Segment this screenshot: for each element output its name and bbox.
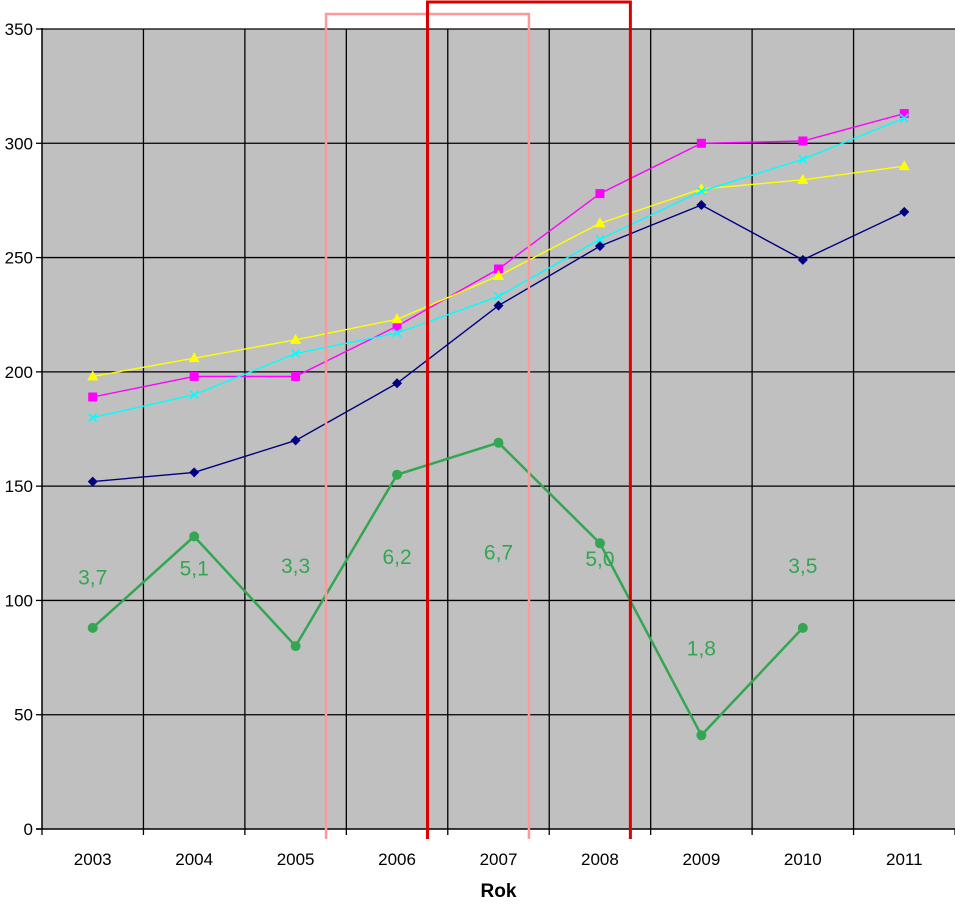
- highlight-box: [425, 0, 632, 839]
- data-label: 5,1: [180, 557, 209, 580]
- data-point: [595, 234, 605, 244]
- data-point: [493, 437, 504, 448]
- x-tick-label: 2010: [784, 850, 822, 869]
- y-tick-label: 50: [14, 706, 33, 725]
- highlight-boxes: [324, 0, 632, 839]
- x-tick-label: 2003: [74, 850, 112, 869]
- data-point: [797, 622, 808, 633]
- series-2: [88, 109, 909, 402]
- data-point: [696, 186, 706, 196]
- data-point: [189, 371, 199, 381]
- data-label: 3,7: [78, 566, 107, 589]
- data-point: [696, 138, 706, 148]
- y-tick-label: 250: [5, 249, 33, 268]
- data-point: [391, 313, 403, 324]
- data-point: [696, 730, 707, 741]
- data-point: [594, 538, 605, 549]
- data-point: [290, 641, 301, 652]
- data-label: 5,0: [585, 548, 614, 571]
- data-point: [493, 300, 504, 311]
- data-label: 6,7: [484, 541, 513, 564]
- data-point: [899, 113, 909, 123]
- data-point: [189, 390, 199, 400]
- data-point: [899, 109, 909, 119]
- axes: [36, 28, 955, 830]
- data-point: [392, 328, 402, 338]
- data-point: [189, 467, 200, 478]
- data-point: [594, 241, 605, 252]
- x-axis-title: Rok: [481, 881, 517, 902]
- data-point: [493, 269, 504, 280]
- x-tick-label: 2007: [480, 850, 518, 869]
- series-3: [87, 160, 910, 381]
- series-line: [91, 441, 804, 738]
- data-point: [188, 352, 200, 363]
- data-point: [595, 189, 605, 199]
- y-tick-label: 100: [5, 591, 33, 610]
- data-label: 3,5: [788, 555, 817, 578]
- data-point: [87, 370, 99, 381]
- data-point: [392, 469, 403, 480]
- data-label: 3,3: [281, 555, 310, 578]
- data-point: [696, 200, 707, 210]
- data-point: [290, 435, 301, 446]
- data-point: [392, 378, 403, 389]
- y-tick-label: 0: [24, 820, 33, 839]
- x-tick-label: 2004: [175, 850, 213, 869]
- x-tick-labels: 2003 2004 2005 2006 2007 2008 2009 2010 2011: [41, 829, 955, 869]
- data-point: [798, 154, 808, 164]
- data-point: [291, 349, 301, 359]
- x-tick-label: 2006: [378, 850, 416, 869]
- data-point: [392, 321, 402, 331]
- data-point: [87, 476, 98, 487]
- y-tick-label: 150: [5, 477, 33, 496]
- data-point: [290, 333, 302, 344]
- data-point: [797, 254, 808, 265]
- data-point: [594, 217, 606, 228]
- plot-area: [42, 29, 955, 829]
- data-point: [898, 160, 910, 171]
- data-label: 1,8: [687, 637, 716, 660]
- x-tick-label: 2009: [682, 850, 720, 869]
- data-label: 6,2: [382, 546, 411, 569]
- y-tick-label: 350: [5, 20, 33, 39]
- series-1: [87, 200, 910, 487]
- data-point: [87, 622, 98, 633]
- data-point: [291, 371, 301, 381]
- x-tick-label: 2011: [886, 850, 923, 869]
- data-point: [899, 206, 910, 217]
- series-group: [87, 109, 910, 741]
- y-tick-label: 300: [5, 134, 33, 153]
- data-point: [493, 291, 504, 301]
- y-tick-label: 200: [5, 363, 33, 382]
- x-tick-label: 2008: [581, 850, 619, 869]
- data-point: [88, 392, 98, 402]
- y-tick-labels: 0 50 100 150 200 250 300 350: [5, 20, 42, 839]
- series-5: [87, 437, 808, 741]
- data-point: [798, 136, 808, 146]
- data-point: [494, 264, 503, 274]
- data-point: [88, 413, 98, 423]
- x-tick-label: 2005: [277, 850, 315, 869]
- series-4: [88, 113, 909, 423]
- data-point: [189, 531, 200, 542]
- data-labels: 3,7 5,1 3,3 6,2 6,7 5,0 1,8 3,5: [78, 541, 817, 660]
- data-point: [797, 173, 809, 184]
- grid-lines: [42, 28, 955, 829]
